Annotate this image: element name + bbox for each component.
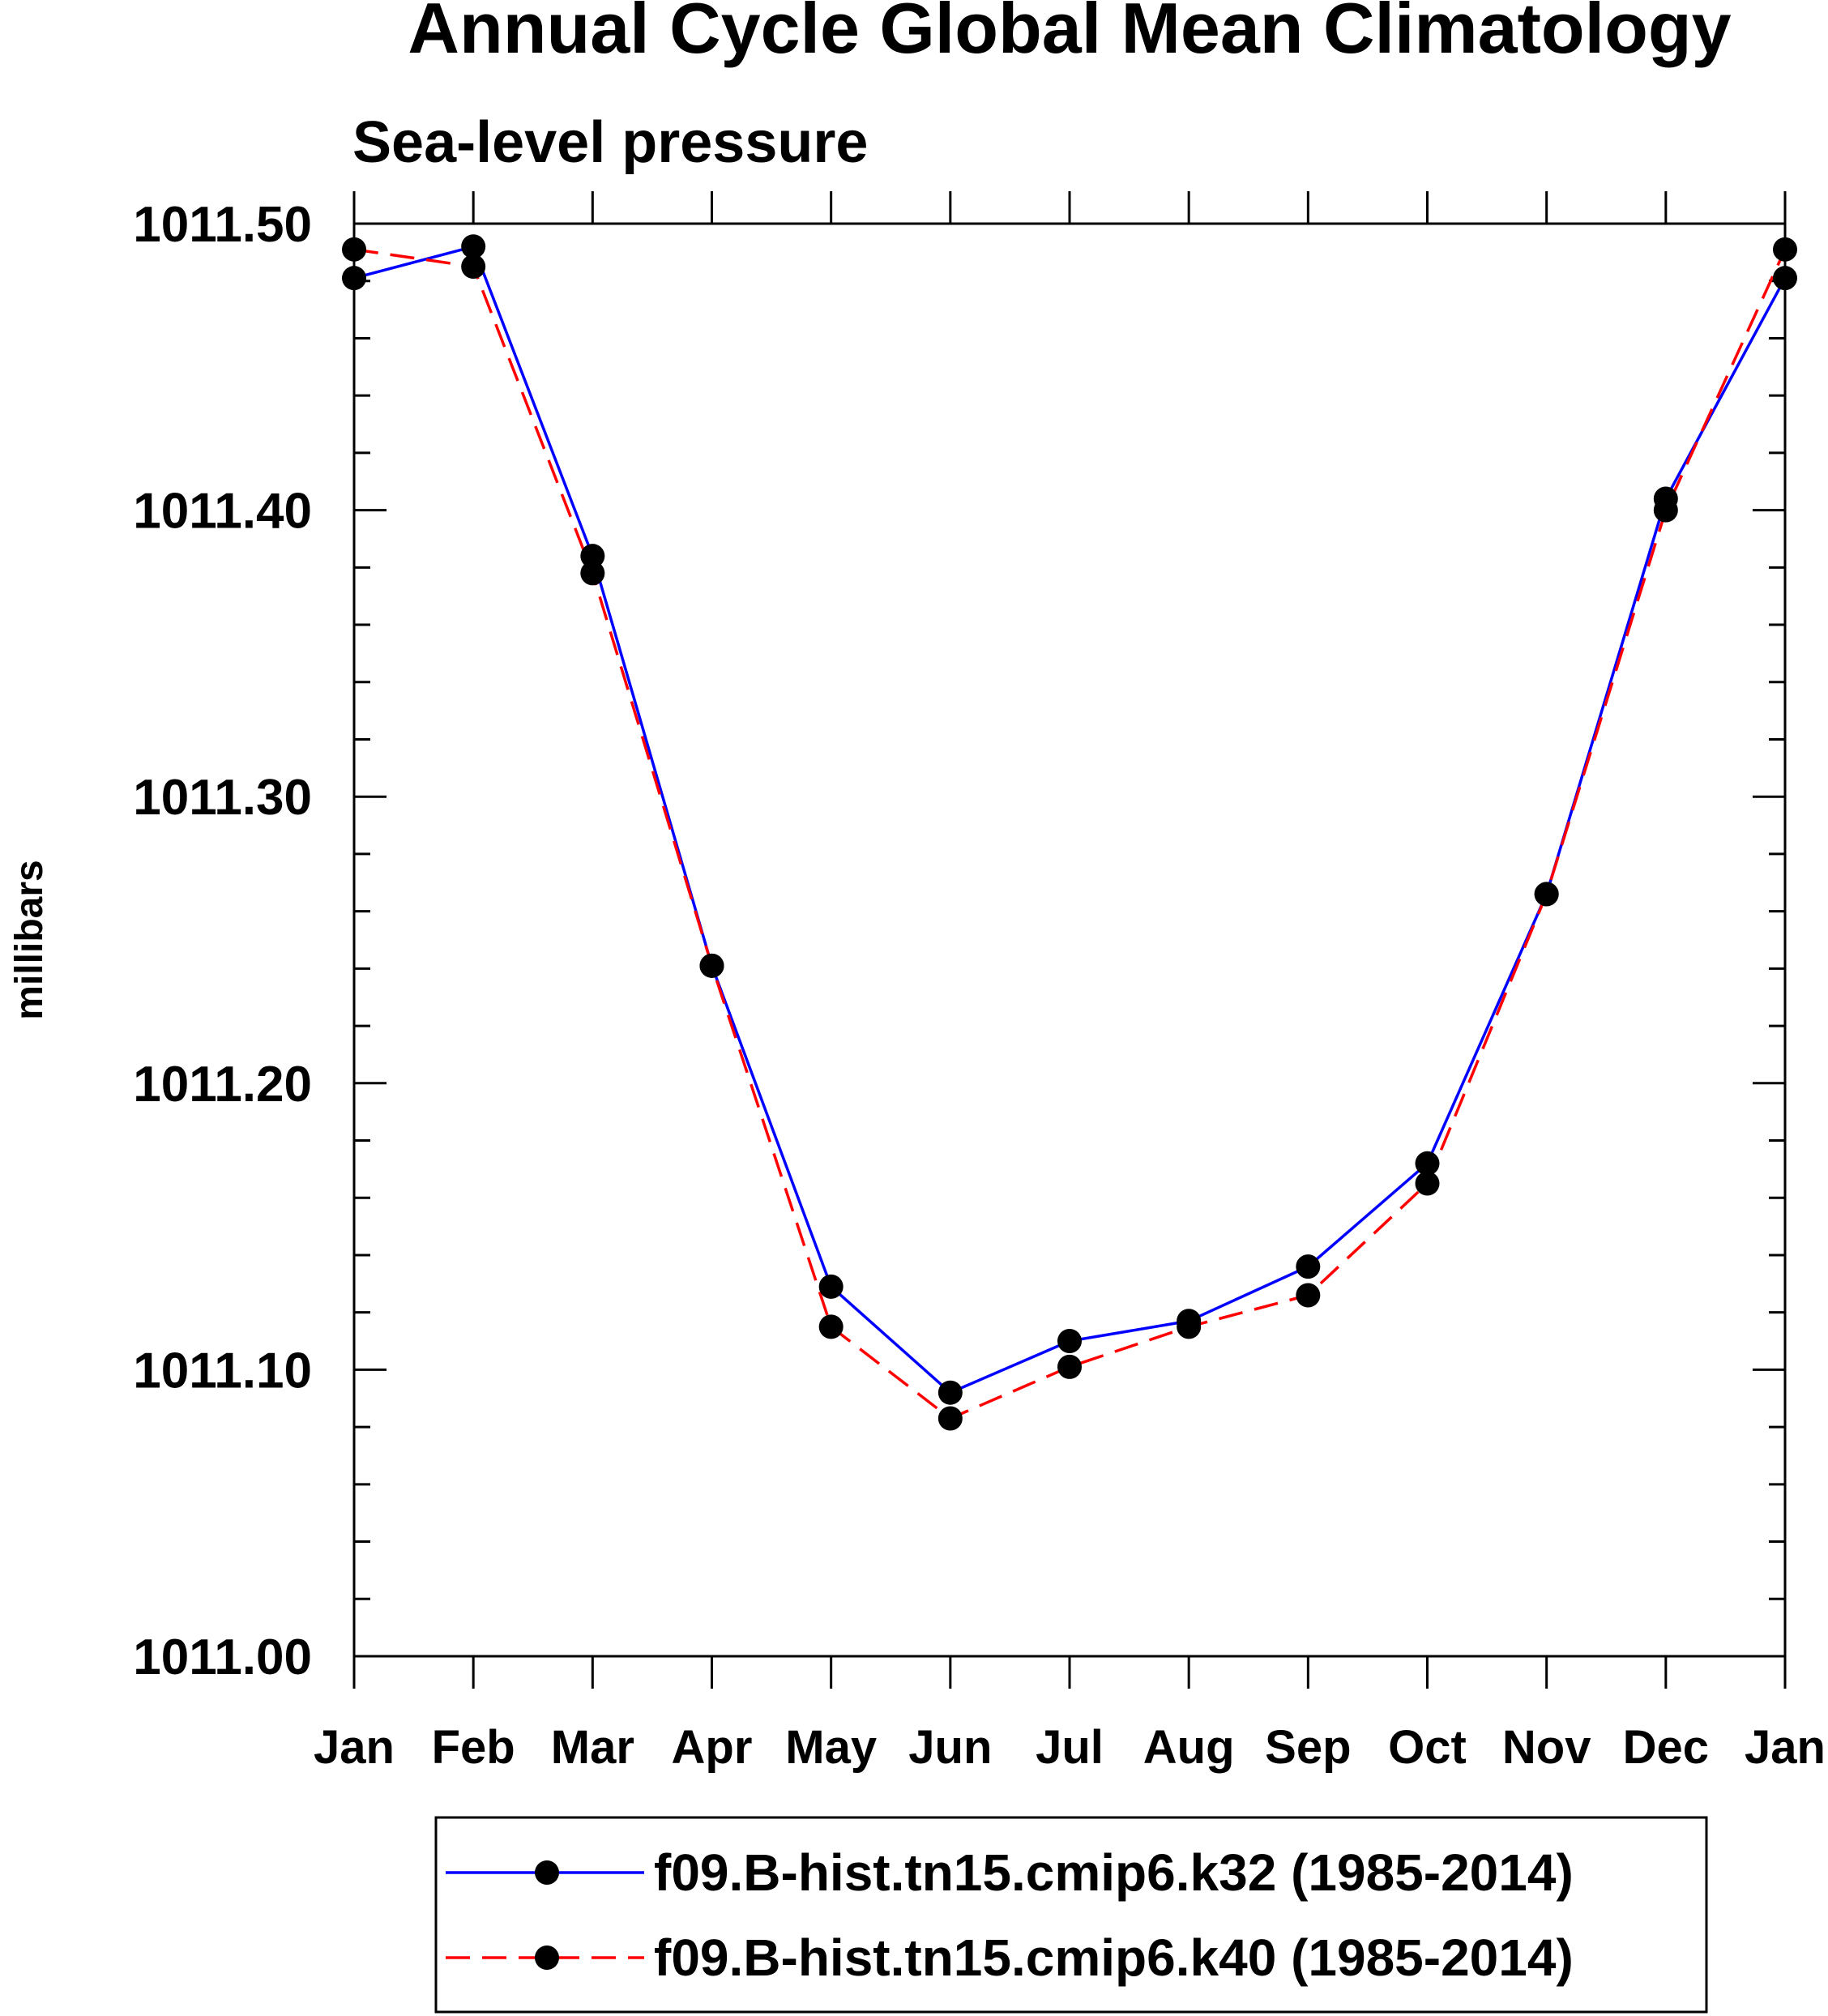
x-tick-label: Dec (1623, 1721, 1709, 1774)
legend-marker-1 (535, 1860, 559, 1885)
series-line-1 (353, 245, 1787, 1395)
data-point-series-2 (1534, 882, 1559, 907)
legend-label-1: f09.B-hist.tn15.cmip6.k32 (1985-2014) (654, 1843, 1574, 1902)
data-point-series-1 (1773, 266, 1797, 291)
data-point-series-2 (818, 1314, 844, 1339)
plot-frame (352, 222, 1787, 1658)
data-point-series-1 (937, 1380, 963, 1405)
data-point-series-2 (1177, 1314, 1202, 1339)
x-tick-label: Jan (314, 1721, 395, 1774)
series-line-2 (353, 248, 1787, 1420)
y-axis-label: millibars (8, 860, 51, 1019)
legend-box (434, 1816, 1708, 2014)
y-tick-label: 1011.10 (133, 1343, 312, 1399)
legend-marker-2 (535, 1946, 559, 1970)
x-tick-label: Apr (672, 1721, 753, 1774)
data-point-series-2 (1296, 1283, 1321, 1308)
x-tick-label: Aug (1143, 1721, 1235, 1774)
data-point-series-2 (342, 237, 366, 262)
y-tick-label: 1011.30 (133, 770, 312, 826)
data-point-series-1 (1296, 1254, 1321, 1279)
chart-title: Annual Cycle Global Mean Climatology (408, 0, 1731, 68)
x-tick-label: Mar (551, 1721, 634, 1774)
y-tick-label: 1011.20 (133, 1057, 312, 1113)
plot-axes: 1011.00 1011.10 1011.20 1011.30 1011.40 1011.… (133, 191, 1826, 1774)
y-tick-label: 1011.50 (133, 197, 312, 253)
chart-subtitle: Sea-level pressure (352, 110, 868, 175)
x-tick-label: Sep (1265, 1721, 1351, 1774)
x-tick-label: Nov (1502, 1721, 1591, 1774)
y-tick-label: 1011.40 (133, 484, 312, 540)
x-tick-label: May (785, 1721, 877, 1774)
data-point-series-1 (1057, 1329, 1082, 1354)
data-point-series-2 (937, 1406, 963, 1431)
series-layer (342, 234, 1797, 1431)
data-point-series-2 (1415, 1171, 1440, 1196)
data-point-series-1 (580, 544, 605, 569)
data-point-series-1 (461, 234, 486, 259)
x-tick-label: Feb (432, 1721, 515, 1774)
data-point-series-2 (1653, 498, 1678, 523)
y-tick-label: 1011.00 (133, 1629, 312, 1685)
x-tick-label: Jun (908, 1721, 992, 1774)
data-point-series-2 (699, 953, 724, 978)
x-tick-label: Jan (1745, 1721, 1826, 1774)
legend-label-2: f09.B-hist.tn15.cmip6.k40 (1985-2014) (654, 1928, 1574, 1987)
data-point-series-1 (1415, 1151, 1440, 1176)
x-tick-label: Oct (1388, 1721, 1467, 1774)
x-tick-label: Jul (1036, 1721, 1104, 1774)
data-point-series-2 (1057, 1354, 1082, 1379)
data-point-series-1 (342, 266, 366, 291)
data-point-series-1 (818, 1274, 844, 1299)
legend: f09.B-hist.tn15.cmip6.k32 (1985-2014) f09… (434, 1816, 1708, 2014)
data-point-series-2 (580, 561, 605, 586)
data-point-series-2 (1773, 237, 1797, 262)
data-point-series-2 (461, 254, 486, 280)
